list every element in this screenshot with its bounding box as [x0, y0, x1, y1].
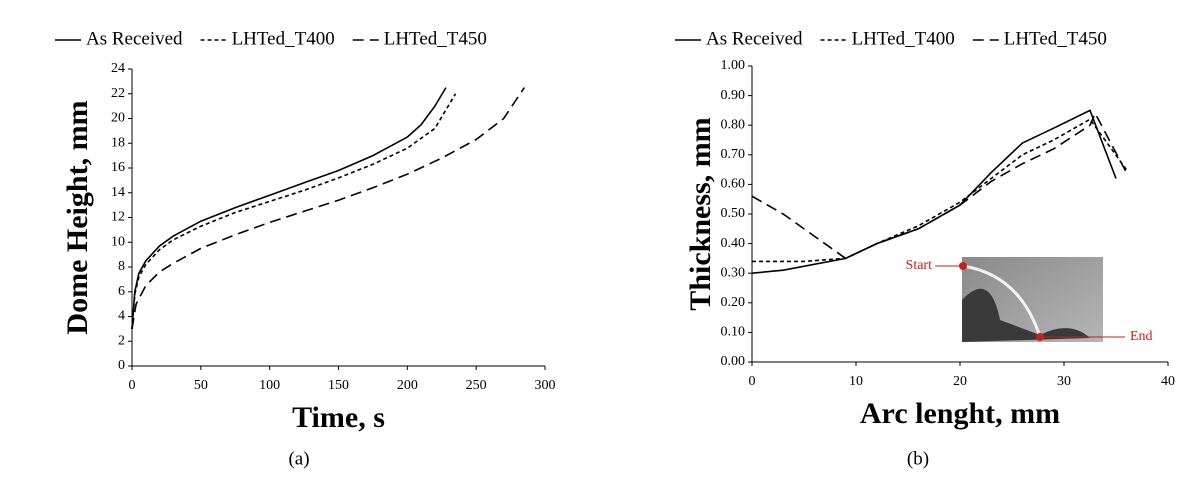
y-tick-label: 12: [111, 210, 125, 225]
annotation-dot: [959, 262, 967, 270]
y-tick-label: 4: [118, 309, 125, 324]
y-tick-label: 0.70: [721, 147, 746, 162]
series-line: [751, 111, 1128, 260]
y-tick-label: 1.00: [721, 58, 746, 73]
y-tick-label: 0.40: [721, 236, 746, 251]
inset-photo: [962, 257, 1103, 342]
x-tick-label: 0: [749, 374, 756, 389]
y-tick-label: 22: [111, 86, 125, 101]
y-tick-label: 6: [118, 284, 125, 299]
y-tick-label: 24: [111, 61, 125, 76]
y-tick-label: 0.10: [721, 325, 746, 340]
legend-label: LHTed_T450: [1004, 28, 1107, 49]
x-axis-label: Arc lenght, mm: [860, 397, 1060, 430]
y-tick-label: 10: [111, 234, 125, 249]
y-tick-label: 16: [111, 160, 125, 175]
y-axis-label: Thickness, mm: [684, 117, 717, 310]
x-tick-label: 200: [397, 378, 418, 393]
x-tick-label: 20: [953, 374, 967, 389]
annotation-dot: [1036, 333, 1044, 341]
y-tick-label: 0.60: [721, 177, 746, 192]
legend-label: LHTed_T400: [852, 28, 955, 49]
y-tick-label: 0.00: [721, 354, 746, 369]
x-tick-label: 50: [194, 378, 208, 393]
y-tick-label: 0.90: [721, 88, 746, 103]
legend-label: LHTed_T450: [384, 28, 487, 49]
y-tick-label: 0.20: [721, 295, 746, 310]
x-axis-label: Time, s: [292, 401, 385, 434]
y-tick-label: 0.80: [721, 117, 746, 132]
y-tick-label: 14: [111, 185, 125, 200]
caption: (b): [907, 448, 929, 469]
y-tick-label: 20: [111, 111, 125, 126]
y-tick-label: 0.50: [721, 206, 746, 221]
legend-label: LHTed_T400: [232, 28, 335, 49]
x-tick-label: 250: [466, 378, 487, 393]
y-tick-label: 8: [118, 259, 125, 274]
legend-label: As Received: [706, 28, 803, 49]
series-line: [131, 93, 457, 329]
series-line: [131, 87, 525, 330]
x-tick-label: 0: [129, 378, 136, 393]
y-axis-label: Dome Height, mm: [61, 100, 94, 334]
x-tick-label: 100: [259, 378, 280, 393]
y-tick-label: 0: [118, 358, 125, 373]
x-tick-label: 150: [328, 378, 349, 393]
y-tick-label: 2: [118, 333, 125, 348]
x-tick-label: 30: [1057, 374, 1071, 389]
y-tick-label: 18: [111, 135, 125, 150]
legend-label: As Received: [86, 28, 183, 49]
series-line: [131, 87, 447, 329]
series-line: [752, 118, 1128, 263]
x-tick-label: 40: [1161, 374, 1175, 389]
x-tick-label: 300: [535, 378, 556, 393]
y-tick-label: 0.30: [721, 265, 746, 280]
x-tick-label: 10: [849, 374, 863, 389]
annotation: Start: [906, 258, 933, 273]
annotation: End: [1130, 329, 1153, 344]
caption: (a): [288, 448, 309, 469]
